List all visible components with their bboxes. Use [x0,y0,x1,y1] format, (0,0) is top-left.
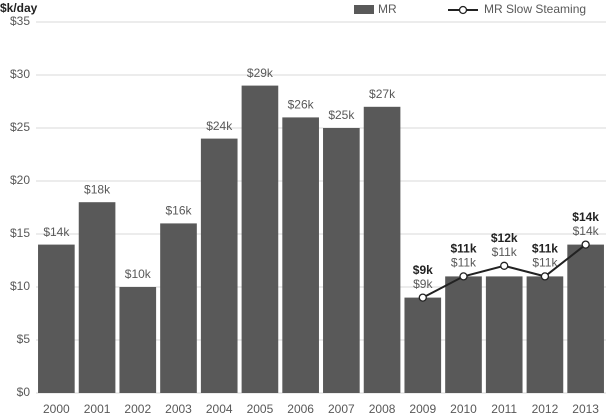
y-tick-label: $30 [10,67,30,81]
y-tick-label: $15 [10,226,30,240]
legend-swatch [354,5,374,14]
x-tick-label: 2002 [124,402,151,416]
x-tick-label: 2003 [165,402,192,416]
x-tick-label: 2001 [84,402,111,416]
x-tick-label: 2007 [328,402,355,416]
value-label: $9k [413,263,433,277]
legend-label: MR Slow Steaming [484,2,586,16]
line-marker [540,272,550,281]
value-label: $14k [572,210,599,224]
y-tick-label: $0 [17,385,31,399]
x-tick-label: 2013 [572,402,599,416]
x-tick-label: 2008 [369,402,396,416]
value-label: $25k [328,108,355,122]
value-label: $11k [532,256,558,270]
value-label: $24k [206,119,233,133]
value-label: $27k [369,87,396,101]
value-label: $9k [413,277,433,291]
bar [323,128,360,393]
bar [241,85,279,393]
bar [526,276,564,393]
x-tick-label: 2005 [247,402,274,416]
value-label: $18k [84,182,111,196]
value-label: $14k [43,225,70,239]
value-label: $12k [491,231,518,245]
y-tick-label: $20 [10,173,30,187]
value-label: $11k [532,242,558,256]
bar [445,276,482,393]
bar [282,117,319,394]
legend-marker [458,5,468,15]
line-marker [500,261,509,270]
value-label: $29k [247,66,274,80]
bar [119,287,157,393]
line-marker [418,293,427,302]
x-tick-label: 2006 [287,402,314,416]
value-label: $11k [450,242,476,256]
bar [78,202,116,393]
bar [200,138,238,393]
line-marker [459,272,468,281]
y-axis-label: $k/day [0,1,38,15]
bar [404,297,442,393]
legend: MR MR Slow Steaming [354,2,586,16]
x-tick-label: 2012 [532,402,559,416]
bar [160,223,197,393]
x-tick-label: 2009 [409,402,436,416]
y-tick-label: $5 [17,332,31,346]
x-tick-label: 2004 [206,402,233,416]
legend-label: MR [378,2,397,16]
value-label: $14k [573,224,600,238]
bar [363,106,401,394]
value-label: $11k [451,256,477,270]
value-label: $16k [165,204,192,218]
value-label: $26k [288,98,315,112]
y-tick-label: $25 [10,120,30,134]
bar [485,276,523,393]
bar [38,244,75,393]
x-tick-label: 2000 [43,402,70,416]
y-tick-label: $10 [10,279,30,293]
y-tick-label: $35 [10,14,30,28]
value-label: $10k [125,267,152,281]
x-tick-label: 2011 [491,402,517,416]
line-marker [581,240,590,249]
x-tick-label: 2010 [450,402,477,416]
bar [567,244,604,393]
value-label: $11k [492,245,518,259]
